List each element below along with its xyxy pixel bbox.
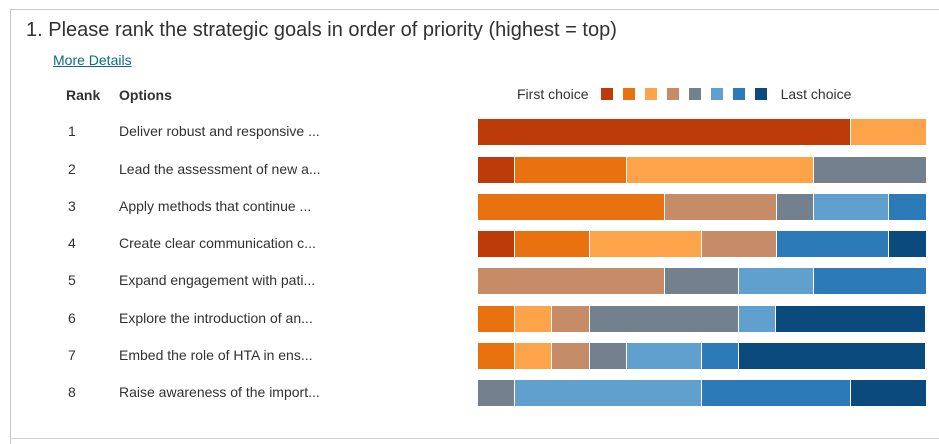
rank-distribution-bar[interactable]	[478, 231, 926, 257]
bar-segment-choice-2[interactable]	[515, 157, 628, 183]
bar-segment-choice-6[interactable]	[813, 194, 889, 220]
bar-segment-choice-6[interactable]	[515, 380, 702, 406]
row-option-label: Create clear communication c...	[119, 235, 316, 251]
bar-segment-choice-1[interactable]	[478, 231, 516, 257]
divider	[10, 438, 939, 439]
bar-segment-choice-3[interactable]	[515, 343, 553, 369]
bar-segment-choice-7[interactable]	[888, 194, 926, 220]
question-text: Please rank the strategic goals in order…	[48, 19, 617, 41]
bar-segment-choice-4[interactable]	[478, 268, 665, 294]
legend-swatch-choice-5	[688, 88, 701, 100]
bar-segment-choice-7[interactable]	[701, 380, 852, 406]
rank-distribution-bar[interactable]	[478, 343, 926, 369]
legend-swatch-choice-6	[710, 88, 723, 100]
bar-segment-choice-8[interactable]	[738, 343, 926, 369]
bar-segment-choice-3[interactable]	[589, 231, 702, 257]
bar-segment-choice-5[interactable]	[813, 157, 926, 183]
row-rank: 3	[68, 198, 76, 214]
question-card	[10, 9, 939, 444]
legend-swatch-choice-8	[754, 88, 767, 100]
ranking-row: 7 Embed the role of HTA in ens...	[0, 343, 939, 369]
row-option-label: Explore the introduction of an...	[119, 310, 313, 326]
bar-segment-choice-7[interactable]	[814, 268, 926, 294]
bar-segment-choice-8[interactable]	[775, 306, 926, 332]
bar-segment-choice-7[interactable]	[701, 343, 739, 369]
row-rank: 7	[68, 347, 76, 363]
rank-distribution-bar[interactable]	[478, 194, 926, 220]
legend-swatch-choice-3	[644, 88, 657, 100]
legend-last-choice-label: Last choice	[780, 86, 852, 102]
rank-distribution-bar[interactable]	[478, 380, 926, 406]
row-rank: 6	[68, 310, 76, 326]
bar-segment-choice-3[interactable]	[515, 306, 553, 332]
bar-segment-choice-5[interactable]	[478, 380, 516, 406]
row-rank: 5	[68, 272, 76, 288]
rank-distribution-bar[interactable]	[478, 268, 926, 294]
options-column-header: Options	[119, 87, 172, 103]
legend-swatch-choice-4	[666, 88, 679, 100]
legend-swatches	[589, 88, 777, 100]
bar-segment-choice-7[interactable]	[776, 231, 889, 257]
row-option-label: Deliver robust and responsive ...	[119, 123, 320, 139]
row-rank: 4	[68, 235, 76, 251]
bar-segment-choice-8[interactable]	[888, 231, 926, 257]
bar-segment-choice-1[interactable]	[478, 119, 852, 145]
row-rank: 1	[68, 123, 76, 139]
bar-segment-choice-4[interactable]	[552, 343, 590, 369]
row-rank: 8	[68, 384, 76, 400]
legend-swatch-choice-1	[600, 88, 613, 100]
legend-swatch-choice-7	[732, 88, 745, 100]
row-option-label: Expand engagement with pati...	[119, 272, 316, 288]
rank-distribution-bar[interactable]	[478, 306, 926, 332]
legend-swatch-choice-2	[622, 88, 635, 100]
question-number: 1.	[26, 19, 43, 41]
bar-segment-choice-6[interactable]	[739, 268, 815, 294]
rank-column-header: Rank	[66, 87, 101, 103]
bar-segment-choice-3[interactable]	[627, 157, 814, 183]
bar-segment-choice-5[interactable]	[664, 268, 740, 294]
more-details-link[interactable]: More Details	[53, 52, 132, 68]
bar-segment-choice-4[interactable]	[552, 306, 590, 332]
ranking-row: 2 Lead the assessment of new a...	[0, 157, 939, 183]
bar-segment-choice-5[interactable]	[776, 194, 814, 220]
question-title: 1. Please rank the strategic goals in or…	[26, 19, 617, 42]
rank-distribution-bar[interactable]	[478, 119, 926, 145]
bar-segment-choice-5[interactable]	[589, 306, 739, 332]
row-option-label: Apply methods that continue ...	[119, 198, 312, 214]
ranking-row: 4 Create clear communication c...	[0, 231, 939, 257]
ranking-row: 5 Expand engagement with pati...	[0, 268, 939, 294]
rank-distribution-bar[interactable]	[478, 157, 926, 183]
bar-segment-choice-2[interactable]	[478, 306, 516, 332]
bar-segment-choice-3[interactable]	[851, 119, 926, 145]
bar-segment-choice-6[interactable]	[738, 306, 776, 332]
row-option-label: Lead the assessment of new a...	[119, 161, 321, 177]
row-rank: 2	[68, 161, 76, 177]
legend-first-choice-label: First choice	[517, 86, 589, 102]
bar-segment-choice-2[interactable]	[515, 231, 590, 257]
row-option-label: Raise awareness of the import...	[119, 384, 320, 400]
bar-segment-choice-6[interactable]	[626, 343, 702, 369]
bar-segment-choice-8[interactable]	[851, 380, 926, 406]
ranking-row: 6 Explore the introduction of an...	[0, 306, 939, 332]
row-option-label: Embed the role of HTA in ens...	[119, 347, 313, 363]
ranking-row: 1 Deliver robust and responsive ...	[0, 119, 939, 145]
bar-segment-choice-4[interactable]	[664, 194, 777, 220]
bar-segment-choice-4[interactable]	[701, 231, 777, 257]
chart-legend: First choice Last choice	[517, 86, 851, 102]
bar-segment-choice-1[interactable]	[478, 157, 516, 183]
ranking-row: 3 Apply methods that continue ...	[0, 194, 939, 220]
ranking-row: 8 Raise awareness of the import...	[0, 380, 939, 406]
bar-segment-choice-5[interactable]	[589, 343, 627, 369]
bar-segment-choice-2[interactable]	[478, 343, 516, 369]
bar-segment-choice-2[interactable]	[478, 194, 665, 220]
